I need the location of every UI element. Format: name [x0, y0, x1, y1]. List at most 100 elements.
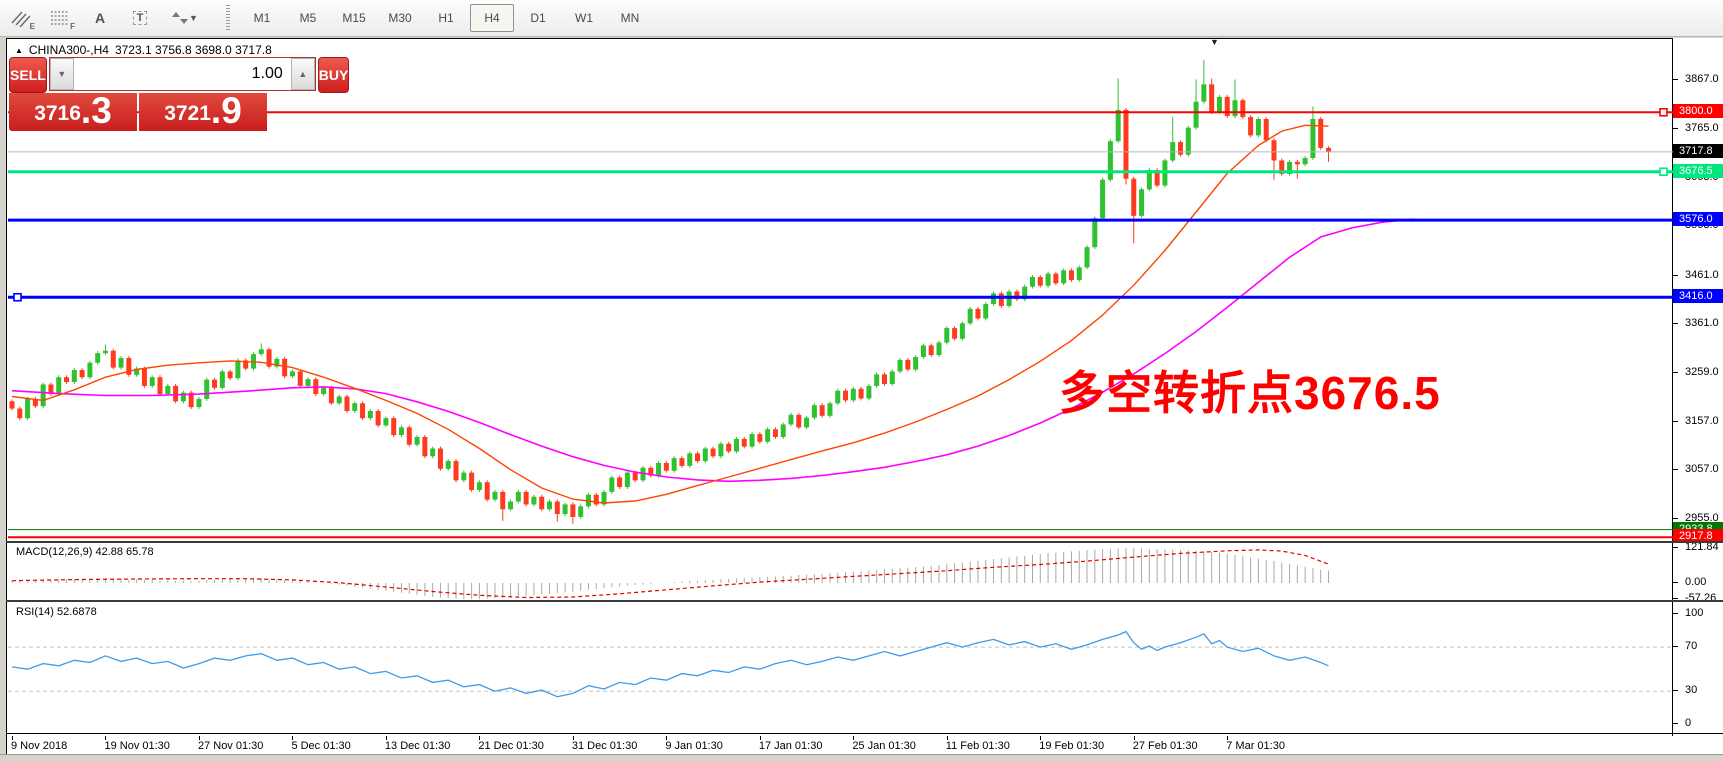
candle-body: [656, 462, 662, 476]
volume-increase-button[interactable]: ▲: [290, 58, 315, 90]
time-label: 11 Feb 01:30: [945, 740, 1010, 752]
volume-input[interactable]: [73, 58, 291, 90]
equidistant-channel-icon[interactable]: E: [2, 3, 38, 33]
candle-body: [718, 443, 724, 457]
candle-body: [539, 496, 545, 510]
timeframe-button-m30[interactable]: M30: [388, 11, 412, 25]
price-badge-3416.0: 3416.0: [1673, 289, 1723, 304]
volume-stepper: ▼ ▲: [48, 57, 316, 91]
timeframe-button-d1[interactable]: D1: [530, 11, 546, 25]
time-axis[interactable]: 9 Nov 2018 19 Nov 01:30 27 Nov 01:30 5 Dec …: [7, 736, 1723, 755]
candle-body: [959, 323, 965, 339]
price-tick-dash: [1673, 78, 1678, 80]
candle-body: [430, 448, 436, 457]
ma-fast-line: [11, 124, 1329, 504]
candle-body: [1302, 158, 1308, 165]
ohlc-values: 3723.1 3756.8 3698.0 3717.8: [114, 43, 272, 57]
timeframe-button-m15[interactable]: M15: [342, 11, 366, 25]
fibonacci-retracement-icon[interactable]: F: [42, 3, 78, 33]
symbol-period: CHINA300-,H4: [28, 43, 109, 57]
time-label: 17 Jan 01:30: [758, 740, 823, 752]
price-tick-label: 3765.0: [1685, 122, 1719, 135]
candle-body: [328, 387, 334, 404]
timeframe-button-m1[interactable]: M1: [253, 11, 271, 25]
candle-body: [1310, 119, 1316, 159]
time-tick: [1227, 736, 1229, 740]
rsi-pane[interactable]: [8, 603, 1673, 734]
price-badge-2917.8: 2917.8: [1673, 529, 1723, 544]
timeframe-button-h4[interactable]: H4: [470, 4, 514, 32]
candle-body: [212, 379, 218, 388]
candle-body: [850, 388, 856, 401]
sell-price[interactable]: 3716 .3: [9, 92, 137, 131]
candle-body: [102, 350, 108, 354]
candle-body: [889, 371, 895, 384]
candle-body: [780, 424, 786, 437]
candle-body: [500, 491, 506, 510]
rsi-axis-label: 30: [1685, 684, 1698, 697]
rsi-tick-dash: [1673, 646, 1678, 648]
candle-body: [1232, 100, 1238, 117]
time-label: 19 Nov 01:30: [104, 740, 170, 752]
candle-body: [165, 385, 171, 395]
buy-price[interactable]: 3721 .9: [139, 92, 267, 131]
arrows-icon[interactable]: ▼: [162, 3, 208, 33]
candle-body: [1279, 160, 1285, 174]
candle-body: [56, 377, 62, 395]
candle-body: [1084, 247, 1090, 268]
candle-body: [1201, 84, 1207, 102]
candle-body: [1029, 277, 1035, 287]
macd-tick-dash: [1673, 598, 1678, 600]
price-badge-3717.8: 3717.8: [1673, 143, 1723, 158]
buy-button[interactable]: BUY: [317, 57, 350, 93]
price-tick-label: 3259.0: [1685, 365, 1719, 378]
candle-body: [1045, 273, 1051, 286]
candle-body: [484, 482, 490, 500]
macd-pane[interactable]: [8, 544, 1673, 601]
sell-button[interactable]: SELL: [9, 57, 47, 93]
timeframe-button-mn[interactable]: MN: [620, 11, 640, 25]
macd-tick-dash: [1673, 547, 1678, 549]
main-price-pane[interactable]: [8, 40, 1673, 542]
price-tick-dash: [1673, 274, 1678, 276]
candle-body: [219, 371, 225, 388]
one-click-trade-panel: SELL ▼ ▲ BUY 3716 .3 3721 .9: [9, 57, 350, 131]
candle-body: [765, 429, 771, 442]
candle-body: [1209, 84, 1215, 113]
candle-body: [453, 461, 459, 481]
timeframe-button-m5[interactable]: M5: [299, 11, 317, 25]
chart-annotation-text: 多空转折点3676.5: [1059, 367, 1441, 419]
macd-axis-label: -57.26: [1685, 592, 1717, 605]
time-tick: [759, 736, 761, 740]
candle-body: [243, 360, 249, 369]
volume-decrease-button[interactable]: ▼: [49, 58, 74, 90]
candle-body: [1014, 291, 1020, 300]
candle-body: [1294, 161, 1300, 165]
time-tick: [12, 736, 13, 740]
chart-plot-area[interactable]: ▲ CHINA300-,H4 3723.1 3756.8 3698.0 3717…: [6, 37, 1723, 755]
candle-body: [702, 448, 708, 462]
text-icon[interactable]: A: [94, 10, 106, 26]
toolbar-separator[interactable]: [224, 5, 231, 31]
candle-body: [25, 398, 31, 419]
pane-separator-rsi[interactable]: [6, 600, 1723, 602]
price-axis[interactable]: 3867.03765.03663.03563.03461.03361.03259…: [1673, 38, 1723, 754]
candle-body: [188, 392, 194, 408]
candle-body: [811, 405, 817, 418]
chart-shift-marker: ▼: [1210, 37, 1219, 47]
collapse-icon[interactable]: ▲: [15, 45, 23, 55]
candle-body: [547, 501, 553, 510]
fibonacci-glyph: [51, 11, 69, 25]
candle-body: [391, 418, 397, 436]
candle-body: [733, 438, 739, 452]
time-label: 13 Dec 01:30: [384, 740, 451, 752]
timeframe-button-h1[interactable]: H1: [438, 11, 454, 25]
candle-body: [1068, 270, 1074, 280]
text-label-icon[interactable]: T: [122, 3, 158, 33]
timeframe-button-w1[interactable]: W1: [575, 11, 593, 25]
candle-body: [469, 472, 475, 490]
pane-separator-macd[interactable]: [6, 541, 1723, 543]
macd-indicator-label: MACD(12,26,9) 42.88 65.78: [16, 546, 154, 558]
candle-body: [289, 371, 295, 377]
candle-body: [95, 353, 101, 363]
